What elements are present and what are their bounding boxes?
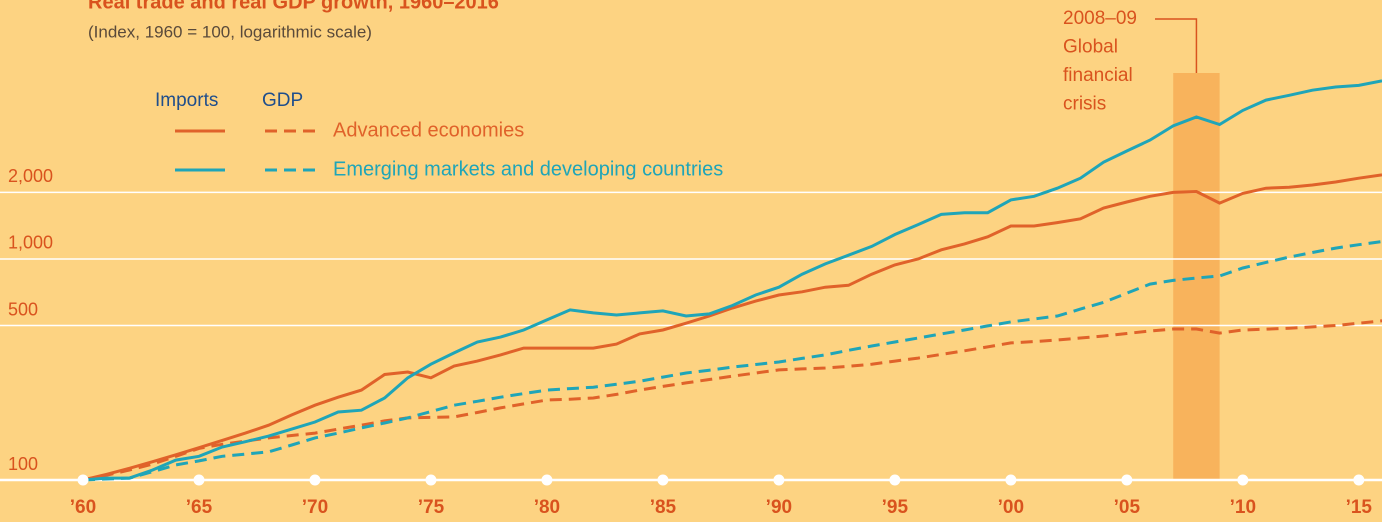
x-tick-dot — [541, 474, 553, 486]
legend-label: Advanced economies — [333, 119, 524, 141]
annotation-text: financial — [1063, 65, 1133, 86]
chart-subtitle: (Index, 1960 = 100, logarithmic scale) — [88, 22, 372, 41]
x-tick-dot — [309, 474, 321, 486]
x-tick-dot — [77, 474, 89, 486]
annotation-text: Global — [1063, 37, 1118, 58]
legend-label: Emerging markets and developing countrie… — [333, 158, 723, 180]
x-tick-dot — [1005, 474, 1017, 486]
x-tick-label: ’95 — [882, 497, 909, 518]
x-tick-dot — [889, 474, 901, 486]
imports-line — [82, 79, 1382, 482]
x-tick-label: ’65 — [186, 497, 213, 518]
x-tick-dot — [193, 474, 205, 486]
imports-line — [82, 173, 1382, 482]
y-tick-label: 2,000 — [8, 166, 53, 186]
y-tick-label: 500 — [8, 299, 38, 319]
x-tick-label: ’70 — [302, 497, 328, 518]
x-tick-dot — [657, 474, 669, 486]
legend-header: GDP — [262, 90, 303, 111]
x-tick-label: ’60 — [70, 497, 96, 518]
legend-header: Imports — [155, 90, 218, 111]
x-tick-dot — [1121, 474, 1133, 486]
x-tick-dot — [425, 474, 437, 486]
x-tick-label: ’15 — [1346, 497, 1373, 518]
annotation-text: crisis — [1063, 94, 1106, 115]
x-tick-label: ’85 — [650, 497, 677, 518]
x-tick-label: ’75 — [418, 497, 445, 518]
x-tick-label: ’05 — [1114, 497, 1141, 518]
x-tick-dot — [1353, 474, 1365, 486]
x-tick-dot — [773, 474, 785, 486]
annotation-bracket — [1155, 18, 1198, 73]
annotation-text: 2008–09 — [1063, 8, 1137, 29]
x-tick-label: ’90 — [766, 497, 792, 518]
x-tick-label: ’00 — [998, 497, 1024, 518]
x-tick-label: ’10 — [1230, 497, 1256, 518]
x-tick-dot — [1237, 474, 1249, 486]
y-tick-label: 100 — [8, 454, 38, 474]
chart-title: Real trade and real GDP growth, 1960–201… — [88, 0, 499, 13]
y-tick-label: 1,000 — [8, 233, 53, 253]
gdp-line — [82, 240, 1382, 482]
x-tick-label: ’80 — [534, 497, 560, 518]
